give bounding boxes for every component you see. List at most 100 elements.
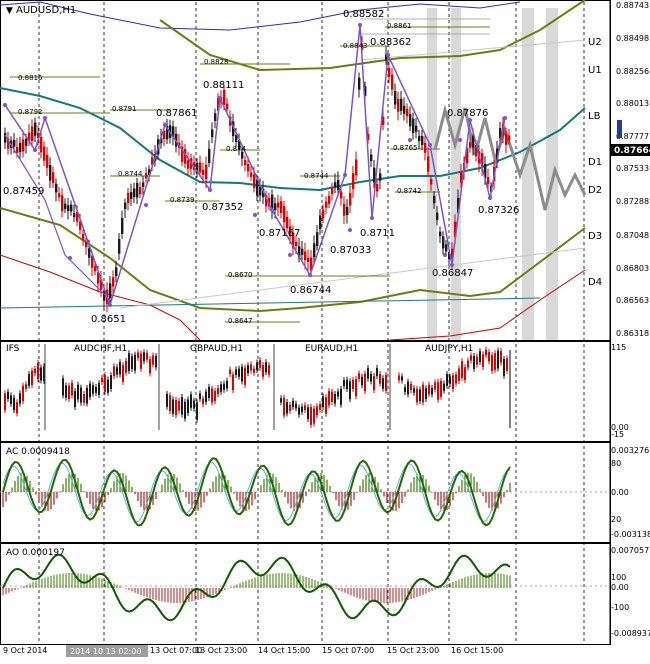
ifs-candle-body — [301, 406, 303, 412]
candle-body — [388, 67, 391, 77]
ifs-candle-body — [298, 407, 300, 415]
ifs-candle-body — [470, 355, 472, 361]
candle-body — [25, 138, 28, 146]
time-tick: 15 Oct 23:00 — [387, 646, 439, 655]
candle-body — [466, 147, 469, 164]
ifs-candle-body — [149, 359, 151, 374]
zigzag-point — [3, 103, 7, 107]
candle-body — [280, 201, 283, 214]
fractal-marker — [288, 253, 292, 257]
ifs-candle-body — [476, 356, 478, 365]
ifs-candle-body — [361, 376, 363, 386]
ifs-candle-body — [497, 350, 499, 369]
candle-body — [187, 160, 190, 169]
ifs-candle-body — [184, 401, 186, 419]
zigzag-point — [33, 148, 37, 152]
ifs-candle-body — [280, 398, 282, 403]
candle-body — [367, 133, 370, 140]
ifs-candle-body — [307, 407, 309, 419]
candle-body — [256, 179, 259, 196]
ifs-candle-body — [211, 388, 213, 403]
ifs-candle-body — [37, 362, 39, 380]
candle-body — [499, 128, 502, 139]
candle-body — [379, 173, 382, 181]
ao-axis-tick: -100 — [611, 603, 629, 612]
candle-body — [34, 122, 37, 136]
ifs-candle-body — [370, 374, 372, 382]
ifs-candle-body — [155, 356, 157, 368]
zigzag-point — [503, 116, 507, 120]
ifs-candle-body — [506, 358, 508, 371]
level-label-d2: D2 — [588, 185, 602, 196]
candle-body — [61, 195, 64, 212]
ifs-candle-body — [367, 368, 369, 379]
peak-label: 0.86847 — [432, 268, 473, 279]
title-dropdown-icon[interactable]: ▼ — [6, 6, 13, 16]
zigzag-point — [343, 173, 347, 177]
peak-label: 0.86744 — [290, 285, 331, 296]
level-note: 0.8670 — [228, 271, 253, 279]
candle-body — [484, 164, 487, 179]
ifs-candle-body — [319, 404, 321, 410]
ac-signal-line — [2, 461, 511, 523]
candle-body — [223, 89, 226, 106]
candle-body — [232, 121, 235, 137]
candle-body — [103, 290, 106, 301]
candle-body — [361, 44, 364, 50]
candle-body — [43, 146, 46, 161]
ifs-candle-body — [95, 387, 97, 393]
ifs-candle-body — [4, 393, 6, 411]
price-tick: 0.86803 — [616, 264, 649, 273]
candle-body — [295, 241, 298, 247]
level-label-d1: D1 — [588, 157, 602, 168]
lower-envelope-line — [0, 254, 201, 341]
ifs-candle-body — [352, 379, 354, 389]
candle-body — [28, 132, 31, 141]
ifs-pair-label: GBPAUD,H1 — [190, 344, 243, 354]
candle-body — [286, 216, 289, 229]
candle-body — [412, 118, 415, 133]
support-line — [0, 297, 541, 309]
candle-body — [325, 201, 328, 208]
level-label-lb: LB — [588, 111, 601, 122]
ifs-candle-body — [416, 388, 418, 403]
ifs-candle-body — [13, 397, 15, 411]
zigzag-point — [450, 263, 454, 267]
ifs-candle-body — [410, 383, 412, 391]
ifs-candle-body — [373, 376, 375, 391]
zigzag-point — [386, 53, 390, 57]
candle-body — [430, 179, 433, 185]
candle-body — [73, 212, 76, 218]
candle-body — [88, 248, 91, 258]
price-tick: 0.87533 — [616, 164, 649, 173]
peak-label: 0.88111 — [203, 80, 244, 91]
candle-body — [385, 54, 388, 61]
ifs-candle-body — [286, 402, 288, 414]
candle-body — [247, 164, 250, 172]
candle-body — [355, 159, 358, 176]
time-tick: 15 Oct 07:00 — [322, 646, 374, 655]
candle-body — [403, 105, 406, 114]
candle-body — [181, 146, 184, 162]
candle-body — [307, 257, 310, 262]
ao-axis-tick: 100 — [611, 573, 626, 582]
ifs-candle-body — [428, 384, 430, 395]
ifs-candle-body — [98, 383, 100, 395]
ifs-axis-tick: -15 — [611, 430, 624, 439]
ifs-candle-body — [128, 353, 130, 372]
upper-band-line — [159, 0, 586, 72]
candle-body — [406, 108, 409, 117]
time-tick: 13 Oct 07:00 — [150, 646, 202, 655]
candle-body — [7, 138, 10, 149]
candle-body — [109, 283, 112, 299]
candle-body — [337, 179, 340, 190]
crosshair-time-tag — [66, 645, 148, 657]
candle-body — [301, 248, 304, 255]
candle-body — [457, 198, 460, 213]
candle-body — [151, 157, 154, 165]
candle-body — [202, 169, 205, 175]
ifs-candle-body — [134, 354, 136, 371]
candle-body — [313, 243, 316, 258]
candle-body — [226, 103, 229, 110]
ifs-axis-tick: 115 — [611, 343, 626, 352]
